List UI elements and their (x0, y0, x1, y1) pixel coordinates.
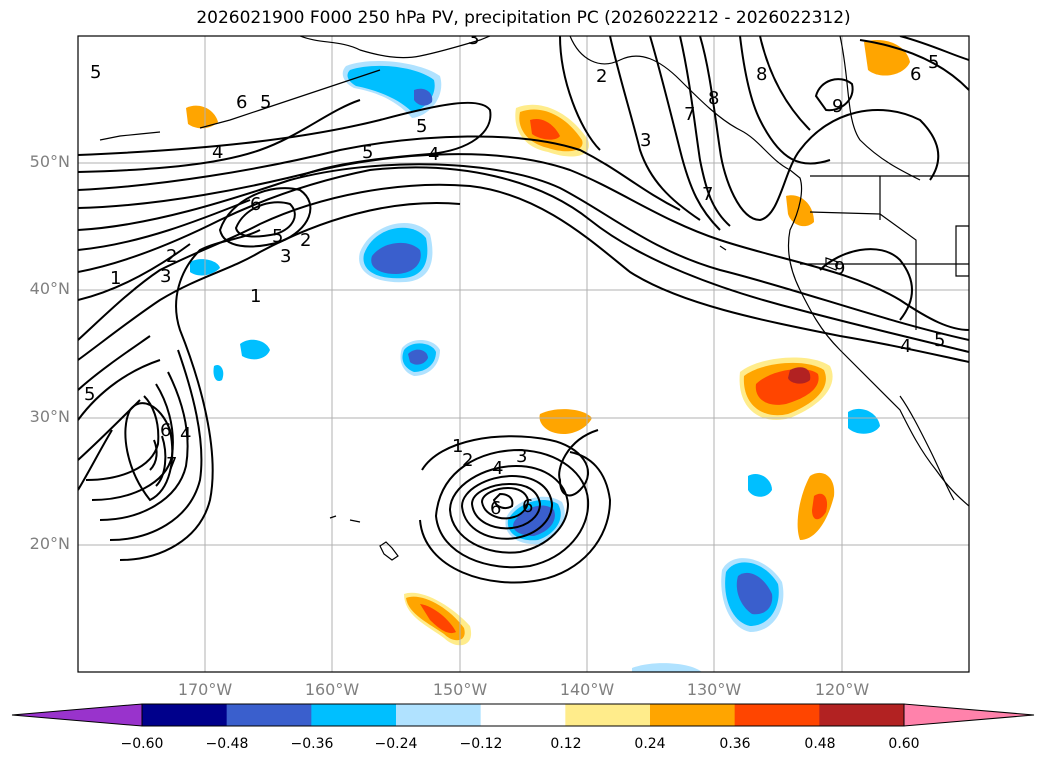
lon-label-150w: 150°W (432, 680, 488, 699)
colorbar-label: 0.24 (634, 736, 666, 752)
colorbar-label: 0.60 (888, 736, 920, 752)
precip-positive-blob (530, 118, 560, 140)
lon-label-130w: 130°W (686, 680, 742, 699)
contour-label: 4 (212, 142, 223, 163)
colorbar-extend-right (903, 703, 1035, 727)
contour-label: 4 (900, 336, 911, 357)
graticule (78, 36, 969, 672)
contour-label: 9 (834, 258, 845, 279)
contour-label: 6 (250, 194, 261, 215)
contour-label: 5 (260, 92, 271, 113)
colorbar-label: −0.36 (290, 736, 334, 752)
colorbar-cell (480, 704, 566, 726)
precip-positive-blob (788, 367, 811, 384)
contour-label: 3 (640, 130, 651, 151)
precip-negative-blob (347, 65, 435, 112)
contour-label: 5 (934, 330, 945, 351)
contour-label: 6 (236, 92, 247, 113)
precip-negative-blob (408, 349, 428, 365)
pv-contours (78, 36, 969, 584)
colorbar-label: 0.48 (804, 736, 836, 752)
precip-negative-blob (513, 505, 555, 536)
colorbar-label: −0.60 (120, 736, 164, 752)
contour-label: 5 (416, 116, 427, 137)
contour-label: 1 (110, 268, 121, 289)
precip-negative-blob (213, 364, 224, 382)
contour-label: 3 (516, 446, 527, 467)
contour-label: 7 (684, 104, 695, 125)
contour-label: 6 (522, 496, 533, 517)
contour-label: 3 (160, 266, 171, 287)
contour-label: 5 (90, 62, 101, 83)
precip-positive-blob (186, 105, 218, 129)
colorbar-cell (650, 704, 736, 726)
colorbar-cell (819, 704, 905, 726)
coastlines (99, 36, 969, 561)
contour-label: 2 (462, 450, 473, 471)
colorbar-label: 0.12 (550, 736, 582, 752)
precip-negative-blob (748, 473, 772, 497)
colorbar-cell (565, 704, 651, 726)
contour-label: 5 (928, 52, 939, 73)
contour-label: 6 (490, 498, 501, 519)
contour-label: 5 (272, 226, 283, 247)
colorbar-label: −0.24 (374, 736, 418, 752)
contour-label: 2 (596, 66, 607, 87)
contour-label: 8 (708, 88, 719, 109)
contour-label: 1 (250, 286, 261, 307)
lon-label-120w: 120°W (814, 680, 870, 699)
colorbar-cell (226, 704, 312, 726)
precip-negative-blob (371, 242, 421, 274)
contour-label: 4 (428, 144, 439, 165)
precip-negative-blob (848, 408, 880, 434)
lat-label-50n: 50°N (29, 152, 70, 171)
precip-positive-blob (539, 409, 592, 435)
contour-label: 2 (300, 230, 311, 251)
contour-label: 8 (756, 64, 767, 85)
precip-negative-blob (736, 572, 773, 615)
contour-label: 9 (832, 96, 843, 117)
contour-label: 4 (180, 424, 191, 445)
colorbar-label: −0.48 (205, 736, 249, 752)
colorbar-cell (734, 704, 820, 726)
contour-label: 5 (362, 142, 373, 163)
lat-label-30n: 30°N (29, 407, 70, 426)
lon-label-140w: 140°W (559, 680, 615, 699)
precip-positive-blob (786, 195, 814, 227)
colorbar-label: −0.12 (459, 736, 503, 752)
colorbar-cell (311, 704, 397, 726)
precip-positive-blob (812, 493, 828, 520)
contour-label: 7 (702, 184, 713, 205)
contour-label: 2 (166, 246, 177, 267)
contour-label: 3 (468, 28, 479, 49)
pv-contour-labels: 1 1 1 2 2 2 2 3 3 3 3 3 4 4 4 4 4 5 5 5 … (84, 28, 945, 519)
precip-negative-blob (240, 339, 270, 360)
precip-negative-blob (414, 88, 433, 106)
lon-label-170w: 170°W (177, 680, 233, 699)
contour-label: 4 (492, 458, 503, 479)
contour-label: 6 (910, 64, 921, 85)
contour-label: 1 (452, 436, 463, 457)
precip-negative-blob (632, 663, 702, 672)
precip-shading (186, 40, 910, 672)
lat-label-40n: 40°N (29, 279, 70, 298)
lat-label-20n: 20°N (29, 534, 70, 553)
colorbar-extend-left (11, 703, 143, 727)
map-frame (77, 35, 970, 673)
precip-positive-blob (420, 604, 456, 634)
colorbar-cell (142, 704, 228, 726)
colorbar-frame (141, 703, 905, 727)
colorbar-label: 0.36 (719, 736, 751, 752)
contour-label: 5 (84, 384, 95, 405)
contour-label: 7 (166, 454, 177, 475)
lon-label-160w: 160°W (304, 680, 360, 699)
colorbar-cell (396, 704, 482, 726)
figure-title: 2026021900 F000 250 hPa PV, precipitatio… (196, 8, 851, 28)
contour-label: 3 (280, 246, 291, 267)
contour-label: 6 (160, 420, 171, 441)
